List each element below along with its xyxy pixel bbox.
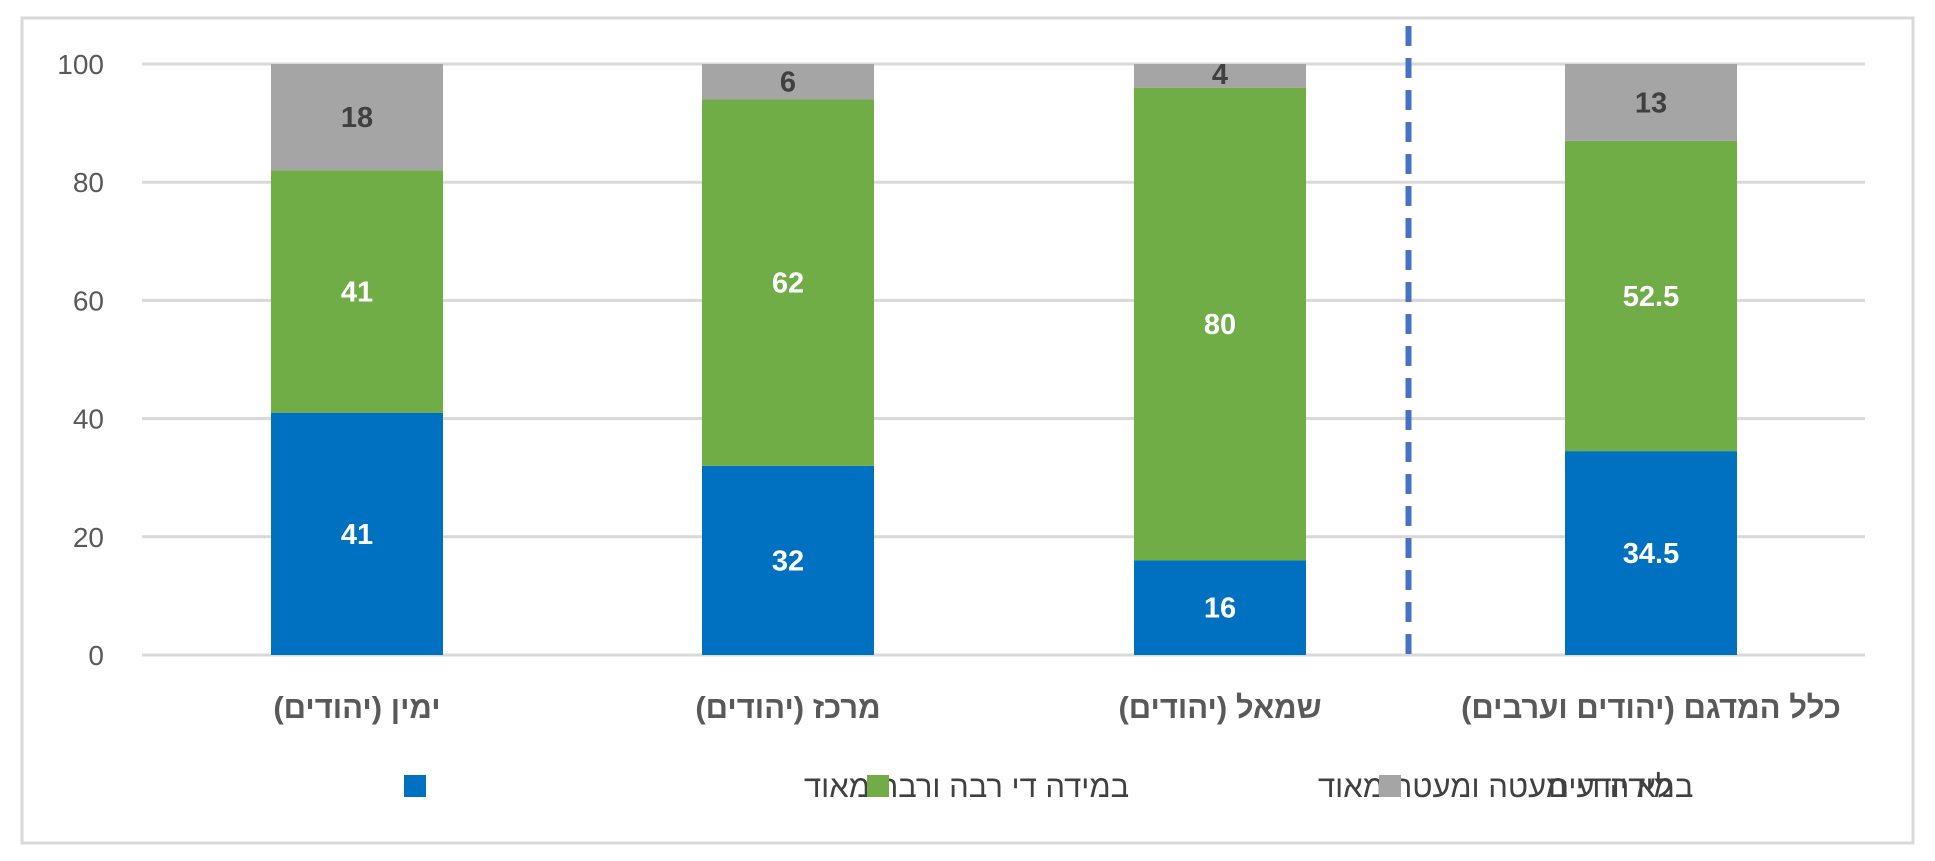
legend-label: במידה די רבה ורבה מאוד	[804, 769, 1129, 804]
data-label: 41	[341, 519, 373, 551]
category-label: מרכז (יהודים)	[695, 690, 880, 725]
bar-segment	[702, 64, 874, 100]
bar-segment	[1134, 64, 1306, 88]
bar-segment	[271, 412, 443, 655]
data-label: 13	[1635, 87, 1667, 119]
x-axis: כלל המדגם (יהודים וערבים) שמאל (יהודים) מר…	[273, 690, 1841, 725]
y-tick-label: 40	[73, 404, 104, 435]
bar-segment	[1134, 87, 1306, 561]
y-axis: 0 20 40 60 80 100	[57, 49, 104, 671]
data-label: 18	[341, 102, 373, 134]
category-label: שמאל (יהודים)	[1118, 690, 1321, 725]
legend-swatch	[1379, 775, 1401, 797]
y-tick-label: 80	[73, 167, 104, 198]
data-label: 32	[772, 545, 804, 577]
data-label: 80	[1204, 309, 1236, 341]
plot-area	[271, 64, 1737, 655]
y-tick-label: 60	[73, 285, 104, 316]
legend-label: לא יודעים	[1548, 769, 1672, 804]
category-label: ימין (יהודים)	[273, 690, 440, 725]
category-label: כלל המדגם (יהודים וערבים)	[1461, 690, 1841, 725]
y-tick-label: 100	[57, 49, 104, 80]
legend-swatch	[867, 775, 889, 797]
bar-segment	[702, 99, 874, 466]
legend-swatch	[404, 775, 426, 797]
bar-segment	[1134, 560, 1306, 655]
data-label: 52.5	[1623, 281, 1679, 313]
legend: במידה די רבה ורבה מאוד במידה די מעטה ומעט…	[404, 769, 1693, 804]
data-label: 6	[780, 67, 796, 99]
y-tick-label: 20	[73, 522, 104, 553]
data-labels: 34.5 52.5 13 16 80 4 32 62 6 41 41 18	[341, 59, 1679, 625]
y-tick-label: 0	[88, 640, 104, 671]
bar-segment	[1565, 140, 1737, 452]
data-label: 4	[1212, 59, 1228, 91]
bar-segment	[702, 465, 874, 655]
bar-segment	[271, 64, 443, 171]
data-label: 41	[341, 277, 373, 309]
bar-segment	[1565, 451, 1737, 655]
bar-segment	[1565, 64, 1737, 141]
data-label: 16	[1204, 593, 1236, 625]
bar-segment	[271, 170, 443, 413]
data-label: 34.5	[1623, 538, 1679, 570]
data-label: 62	[772, 268, 804, 300]
